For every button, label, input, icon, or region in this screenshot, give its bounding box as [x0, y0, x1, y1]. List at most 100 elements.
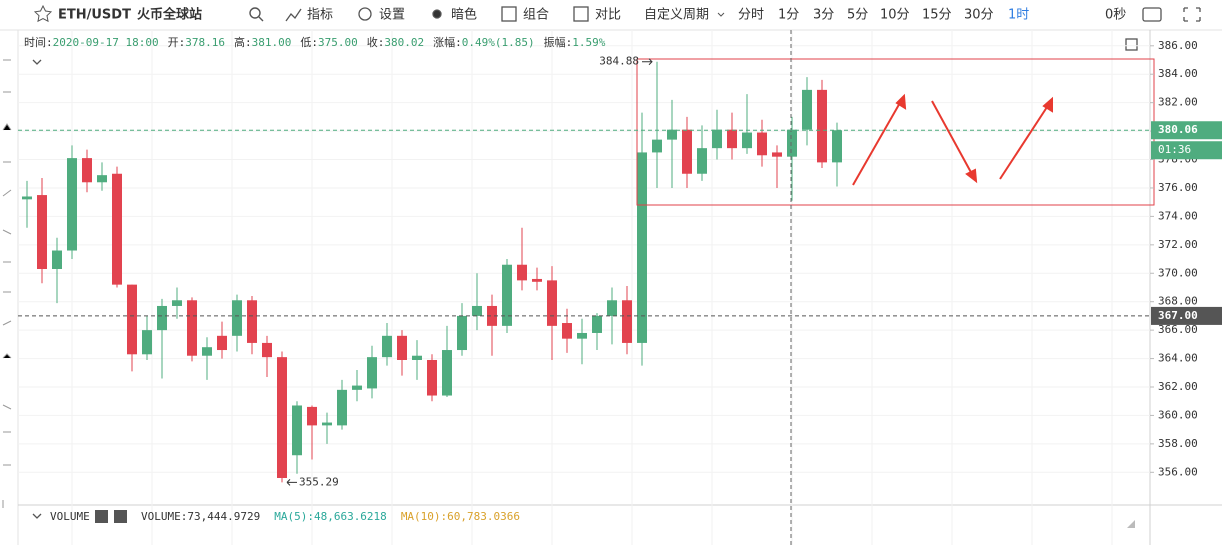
sidebar-tool[interactable]	[2, 59, 12, 508]
arrow-line	[999, 103, 1050, 180]
toolbar-item[interactable]: 0秒	[1105, 8, 1126, 23]
info-label: 开:	[168, 36, 186, 49]
info-label: 时间:	[24, 36, 53, 49]
candle-body	[247, 300, 257, 343]
toolbar-item[interactable]: 30分	[964, 8, 994, 23]
volume-stat: VOLUME:73,444.9729	[141, 510, 260, 523]
toolbar-item[interactable]: 对比	[595, 8, 621, 23]
y-tick-label: 370.00	[1158, 266, 1198, 279]
combo-icon[interactable]	[501, 6, 517, 22]
info-value: 380.02	[384, 36, 424, 49]
candle-body	[157, 305, 167, 331]
candle-body	[472, 305, 482, 316]
sidebar-icons	[2, 59, 12, 508]
toolbar-item[interactable]: 10分	[880, 8, 910, 23]
favorite-icon[interactable]	[33, 4, 53, 23]
candle-body	[22, 196, 32, 200]
info-label: 收:	[367, 35, 385, 49]
exchange: 火币全球站	[137, 7, 202, 23]
volume-settings[interactable]	[95, 510, 108, 523]
y-tick-label: 372.00	[1158, 238, 1198, 251]
toolbar-item[interactable]: 3分	[813, 8, 834, 23]
arrow-line	[852, 100, 902, 186]
candle-body	[637, 152, 647, 343]
candle-body	[577, 332, 587, 339]
y-tick-label: 366.00	[1158, 323, 1198, 336]
screenshot-icon[interactable]	[1142, 7, 1162, 22]
plot-area	[18, 30, 1150, 545]
candle-body	[562, 323, 572, 339]
countdown-tag	[1151, 141, 1222, 160]
candle-body	[427, 359, 437, 396]
candle-body	[397, 335, 407, 360]
toolbar-item[interactable]: 设置	[379, 8, 405, 23]
toolbar-item[interactable]: 分时	[738, 8, 764, 23]
candle-body	[622, 300, 632, 343]
compare-icon[interactable]	[573, 6, 589, 22]
info-value: 378.16	[185, 36, 225, 49]
candle-body	[322, 422, 332, 426]
collapse-icon[interactable]	[32, 513, 42, 519]
search-icon[interactable]	[249, 7, 261, 19]
candle-body	[682, 129, 692, 174]
candle-body	[37, 195, 47, 269]
candle-body	[517, 264, 527, 281]
y-tick-label: 376.00	[1158, 181, 1198, 194]
candle-body	[457, 315, 467, 351]
maximize-icon[interactable]	[1125, 38, 1138, 51]
collapse-icon[interactable]	[32, 59, 42, 65]
y-tick-label: 382.00	[1158, 96, 1198, 109]
info-label: 振幅:	[544, 35, 573, 49]
candle-body	[67, 158, 77, 251]
toolbar-item[interactable]: 自定义周期	[644, 8, 709, 23]
toolbar-item[interactable]: 15分	[922, 8, 952, 23]
price-tag	[1151, 121, 1222, 140]
info-value: 1.59%	[572, 36, 605, 49]
candle-body	[697, 148, 707, 174]
candle-body	[337, 389, 347, 426]
y-tick-label: 360.00	[1158, 408, 1198, 421]
candle-body	[142, 330, 152, 355]
candle-body	[82, 158, 92, 183]
fullscreen-icon[interactable]	[1183, 7, 1201, 22]
y-tick-label: 374.00	[1158, 209, 1198, 222]
candle-body	[502, 264, 512, 326]
candle-body	[787, 129, 797, 157]
arrow-line	[931, 100, 974, 177]
candle-body	[232, 300, 242, 336]
min-arrow	[286, 479, 297, 486]
settings-icon[interactable]	[358, 7, 372, 21]
candle-body	[592, 315, 602, 333]
candle-body	[127, 284, 137, 355]
candle-body	[202, 347, 212, 356]
candle-body	[532, 278, 542, 282]
theme-icon[interactable]	[432, 9, 442, 19]
y-tick-label: 384.00	[1158, 67, 1198, 80]
volume-close[interactable]	[114, 510, 127, 523]
trend-arrows	[852, 93, 1053, 186]
toolbar-item[interactable]: 指标	[307, 8, 333, 23]
candle-body	[742, 132, 752, 149]
candle-body	[712, 129, 722, 149]
min-label: 355.29	[299, 475, 339, 488]
info-value: 0.49%(1.85)	[462, 36, 535, 49]
toolbar-icons	[32, 6, 1201, 528]
info-label: 涨幅:	[433, 36, 462, 49]
candle-body	[607, 300, 617, 316]
toolbar-item[interactable]: 5分	[847, 8, 868, 23]
y-tick-label: 362.00	[1158, 380, 1198, 393]
toolbar-item[interactable]: 1分	[778, 8, 799, 23]
indicator-icon[interactable]	[285, 8, 302, 22]
toolbar-item[interactable]: 暗色	[451, 7, 477, 23]
candle-body	[412, 355, 422, 360]
arrowhead	[1042, 96, 1053, 113]
price-tag-label: 380.06	[1158, 123, 1198, 136]
toolbar-item[interactable]: 1时	[1008, 8, 1029, 23]
toolbar-item[interactable]: 组合	[523, 8, 549, 23]
info-value: 375.00	[318, 36, 358, 49]
candle-body	[97, 175, 107, 183]
candle-body	[727, 129, 737, 149]
candle-body	[262, 342, 272, 358]
